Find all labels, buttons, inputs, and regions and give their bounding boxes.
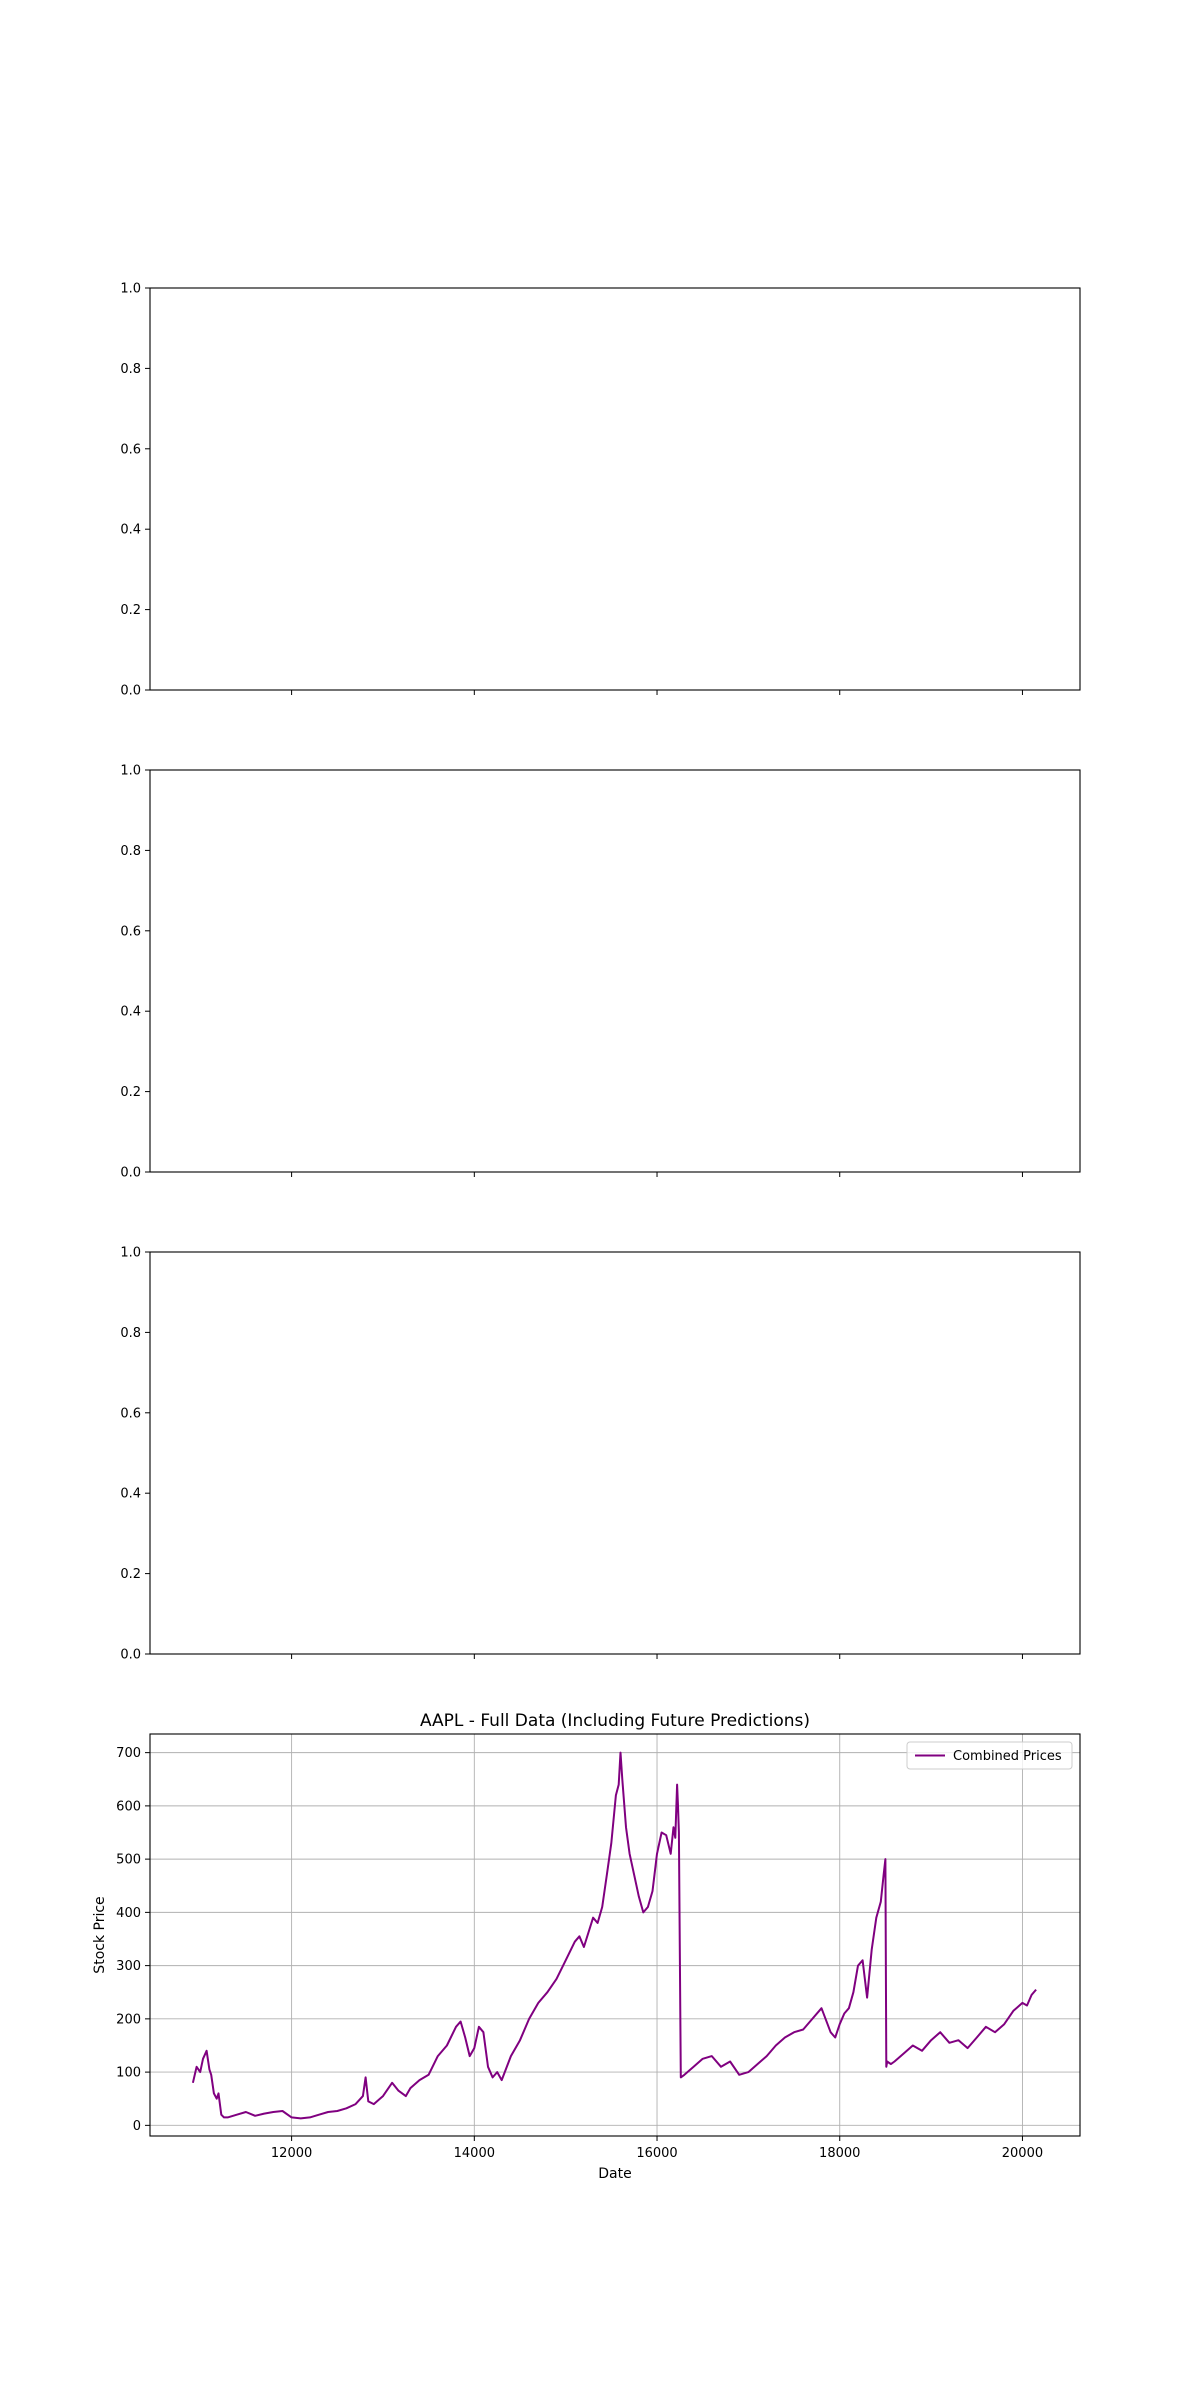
y-tick-label: 600	[116, 1799, 141, 1814]
x-tick-label: 12000	[271, 2146, 312, 2161]
y-tick-label: 700	[116, 1746, 141, 1761]
y-tick-label: 0.6	[120, 1406, 141, 1421]
legend-box	[906, 1741, 1073, 1770]
x-tick-label: 18000	[819, 2146, 860, 2161]
axes-panel-1: 0.0 0.2 0.4 0.6 0.8 1.0	[120, 282, 1081, 699]
series-line-combined-prices	[191, 1751, 1037, 2120]
legend-label: Combined Prices	[953, 1749, 1062, 1764]
y-tick-label: 200	[116, 2012, 141, 2027]
axes-frame	[149, 1733, 1081, 2137]
y-tick-label: 0.0	[120, 1648, 141, 1663]
x-axis-label: Date	[598, 2166, 631, 2182]
axes-panel-4: 12000 14000 16000 18000 20000 0 100 200 300 400 50…	[92, 1711, 1081, 2182]
y-tick-label: 0.4	[120, 523, 141, 538]
y-tick-label: 0.8	[120, 1326, 141, 1341]
y-tick-label: 0.8	[120, 844, 141, 859]
y-tick-label: 500	[116, 1853, 141, 1868]
y-tick-label: 1.0	[120, 282, 141, 297]
y-tick-label: 100	[116, 2066, 141, 2081]
y-tick-label: 1.0	[120, 1246, 141, 1261]
axes-frame	[149, 769, 1081, 1173]
y-tick-label: 400	[116, 1906, 141, 1921]
y-tick-label: 1.0	[120, 764, 141, 779]
chart-title: AAPL - Full Data (Including Future Predi…	[420, 1711, 810, 1731]
y-tick-label: 0.2	[120, 1085, 141, 1100]
y-tick-label: 0.2	[120, 603, 141, 618]
axes-frame	[149, 1251, 1081, 1655]
axes-panel-3: 0.0 0.2 0.4 0.6 0.8 1.0	[120, 1246, 1081, 1663]
y-tick-label: 0.6	[120, 924, 141, 939]
y-axis-label: Stock Price	[92, 1896, 108, 1973]
y-tick-label: 0.0	[120, 1166, 141, 1181]
y-tick-label: 0.0	[120, 684, 141, 699]
x-tick-label: 20000	[1002, 2146, 1043, 2161]
y-tick-label: 0.4	[120, 1005, 141, 1020]
x-tick-label: 16000	[636, 2146, 677, 2161]
y-tick-label: 0.2	[120, 1567, 141, 1582]
legend: Combined Prices	[906, 1741, 1073, 1770]
y-tick-label: 0.8	[120, 362, 141, 377]
x-tick-label: 14000	[454, 2146, 495, 2161]
y-tick-label: 0.4	[120, 1487, 141, 1502]
y-tick-label: 300	[116, 1959, 141, 1974]
axes-frame	[149, 287, 1081, 691]
y-tick-label: 0	[133, 2119, 141, 2134]
axes-panel-2: 0.0 0.2 0.4 0.6 0.8 1.0	[120, 764, 1081, 1181]
y-tick-label: 0.6	[120, 442, 141, 457]
